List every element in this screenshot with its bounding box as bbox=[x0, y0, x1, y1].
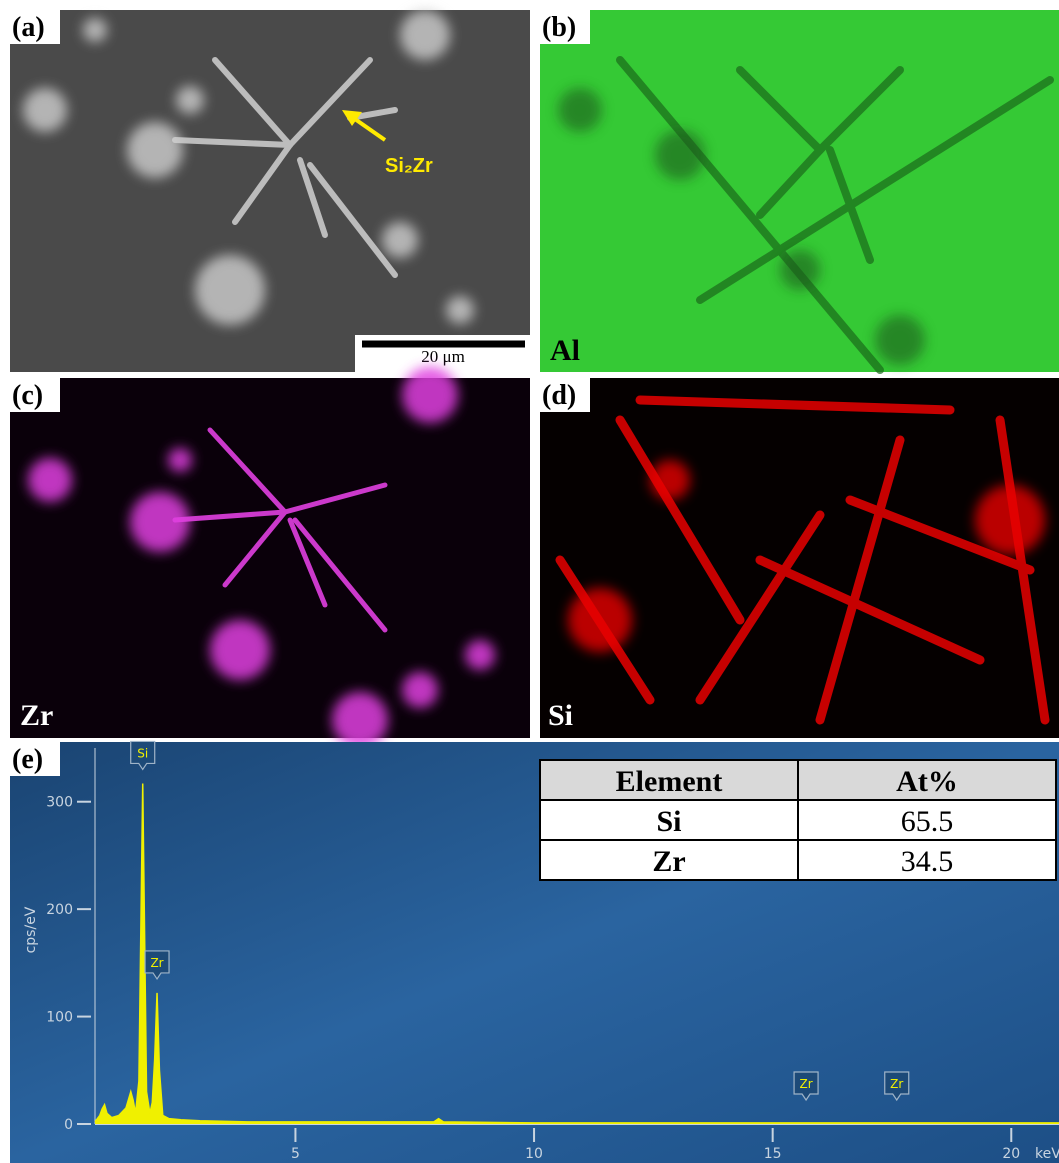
y-tick-label: 100 bbox=[46, 1010, 73, 1026]
scale-bar-label: 20 μm bbox=[421, 347, 465, 366]
element-label: Al bbox=[550, 334, 580, 367]
panel-label: (c) bbox=[12, 380, 43, 411]
panel-label: (b) bbox=[542, 12, 576, 43]
table-cell: Zr bbox=[652, 845, 685, 878]
y-axis-label: cps/eV bbox=[23, 906, 39, 953]
panel-label: (d) bbox=[542, 380, 576, 411]
element-label: Si bbox=[548, 699, 573, 732]
panel-c: (c) Zr bbox=[10, 367, 530, 748]
y-tick-label: 200 bbox=[46, 902, 73, 918]
table-cell: Si bbox=[656, 805, 681, 838]
x-axis-label: keV bbox=[1035, 1146, 1059, 1162]
peak-label: Zr bbox=[890, 1077, 903, 1091]
panel-a: 20 μm Si₂Zr (a) bbox=[10, 10, 530, 372]
y-tick-label: 0 bbox=[64, 1117, 73, 1133]
table-header: Element bbox=[616, 765, 723, 798]
table-cell: 65.5 bbox=[901, 805, 954, 838]
panel-label: (e) bbox=[12, 744, 43, 775]
element-label: Zr bbox=[20, 699, 53, 732]
x-tick-label: 20 bbox=[1002, 1146, 1020, 1162]
phase-annotation: Si₂Zr bbox=[385, 155, 433, 177]
panel-label: (a) bbox=[12, 12, 45, 43]
panel-b: (b) Al bbox=[540, 10, 1059, 372]
peak-label: Zr bbox=[150, 956, 163, 970]
table-cell: 34.5 bbox=[901, 845, 954, 878]
x-tick-label: 5 bbox=[291, 1146, 300, 1162]
table-header: At% bbox=[896, 765, 958, 798]
peak-label: Si bbox=[137, 746, 148, 760]
peak-label: Zr bbox=[799, 1077, 812, 1091]
y-tick-label: 300 bbox=[46, 795, 73, 811]
x-tick-label: 10 bbox=[525, 1146, 543, 1162]
panel-d: (d) Si bbox=[540, 378, 1059, 738]
x-tick-label: 15 bbox=[764, 1146, 782, 1162]
figure: 20 μm Si₂Zr (a) (b) Al bbox=[0, 0, 1059, 1163]
